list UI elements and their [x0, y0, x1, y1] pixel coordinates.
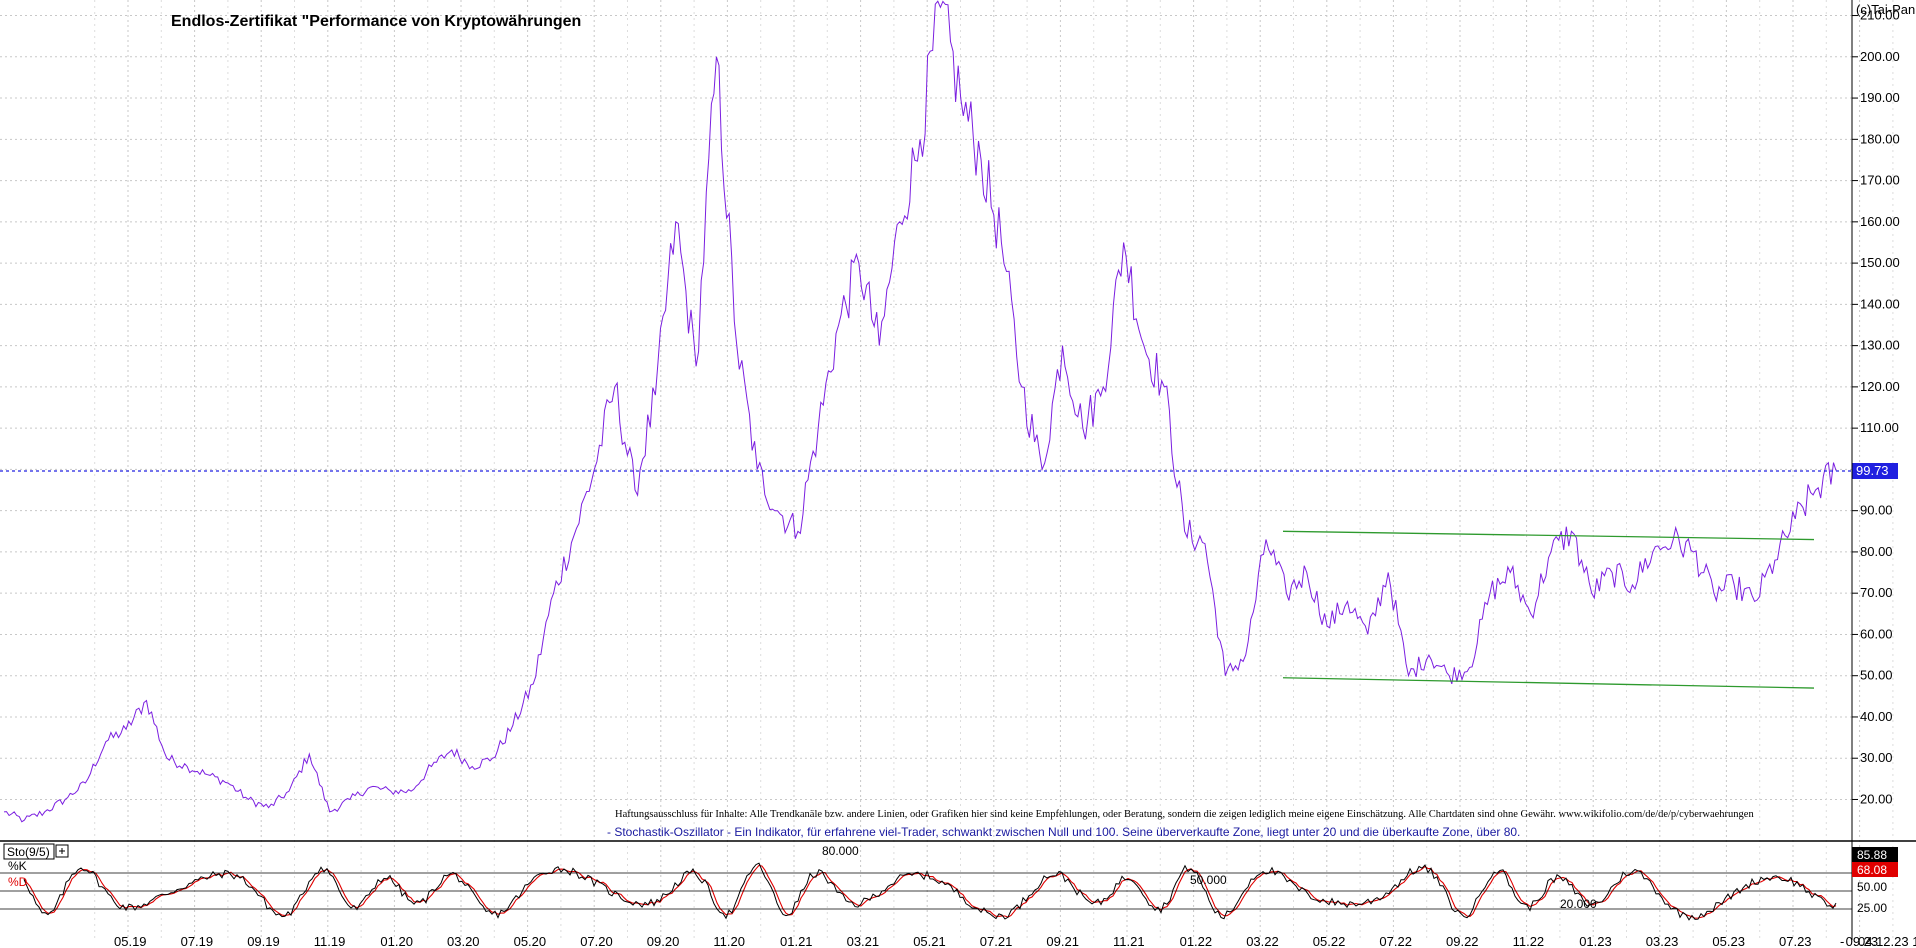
- y-tick-label: 110.00: [1860, 420, 1899, 435]
- x-tick-label: 11.21: [1113, 934, 1145, 948]
- x-tick-label: 01.22: [1180, 934, 1213, 948]
- stochastic-legend-box: [3, 843, 55, 860]
- current-value-box: [1852, 463, 1898, 479]
- x-tick-label: 01.21: [780, 934, 813, 948]
- x-tick-label: 07.22: [1379, 934, 1412, 948]
- k-value-box: [1852, 847, 1898, 862]
- price-line: [3, 0, 1837, 823]
- x-axis: 05.19 07.19 09.19 11.19 01.20 03.20 05.20 07.20…: [114, 934, 1916, 948]
- d-value-label: 68.08: [1857, 863, 1887, 877]
- y-tick-label: 90.00: [1860, 503, 1893, 518]
- x-tick-label: 11.22: [1513, 934, 1545, 948]
- trendline-layer: [1282, 530, 1815, 689]
- stoch-level-label: 20.000: [1560, 897, 1597, 911]
- x-tick-label: 09.19: [247, 934, 280, 948]
- legend-k: %K: [8, 859, 27, 873]
- trendline: [1282, 530, 1815, 541]
- x-tick-label: 03.21: [847, 934, 880, 948]
- y-tick-label: 150.00: [1860, 255, 1900, 270]
- y-tick-label: 210.00: [1860, 8, 1900, 23]
- x-tick-label: 05.22: [1313, 934, 1346, 948]
- d-value-box: [1852, 862, 1898, 877]
- y-tick-label: 70.00: [1860, 585, 1893, 600]
- disclaimer-text: Haftungsausschluss für Inhalte: Alle Tre…: [615, 809, 1754, 820]
- x-tick-label: 09.22: [1446, 934, 1479, 948]
- x-tick-label: 11.19: [314, 934, 346, 948]
- x-tick-label: 07.19: [181, 934, 214, 948]
- stoch-level-label: 80.000: [822, 844, 859, 858]
- x-tick-label: 01.23: [1579, 934, 1612, 948]
- x-tick-label: 01.20: [380, 934, 413, 948]
- y-tick-label: 190.00: [1860, 90, 1900, 105]
- x-tick-label: 07.20: [580, 934, 613, 948]
- y-tick-label: 30.00: [1860, 750, 1893, 765]
- x-tick-label: 07.21: [980, 934, 1013, 948]
- y-tick-label: 50.00: [1860, 668, 1893, 683]
- x-tick-label: 11.23: [1912, 934, 1916, 948]
- chart-title: Endlos-Zertifikat "Performance von Krypt…: [171, 13, 581, 30]
- y-tick-label: 130.00: [1860, 338, 1900, 353]
- y-tick-label: 40.00: [1860, 709, 1893, 724]
- y-tick-label: 160.00: [1860, 214, 1900, 229]
- stochastic-levels: 80.000 50.000 20.000: [0, 844, 1852, 911]
- y-tick-label: 140.00: [1860, 296, 1900, 311]
- x-tick-label: 05.23: [1712, 934, 1745, 948]
- x-tick-label: 03.20: [447, 934, 480, 948]
- y-tick-label: 120.00: [1860, 379, 1900, 394]
- price-layer: [3, 0, 1837, 823]
- x-tick-label: 09.21: [1046, 934, 1079, 948]
- y-tick-label: 80.00: [1860, 544, 1893, 559]
- x-tick-label: 05.21: [913, 934, 946, 948]
- x-tick-label: 09.20: [647, 934, 680, 948]
- stoch-level-label: 50.000: [1190, 873, 1227, 887]
- x-tick-label: 07.23: [1779, 934, 1812, 948]
- x-tick-label: 03.23: [1646, 934, 1679, 948]
- legend-d: %D: [8, 875, 28, 889]
- y-axis: 20.00 30.00 40.00 50.00 60.00 70.00 80.00 90.00…: [1852, 8, 1900, 806]
- last-date-label: 04.12.23: [1858, 934, 1909, 948]
- stoch-tick-50: 50.00: [1857, 880, 1887, 894]
- y-tick-label: 60.00: [1860, 626, 1893, 641]
- copyright-label: (c)Tai-Pan: [1856, 2, 1915, 17]
- stoch-k-line: [23, 862, 1837, 921]
- y-tick-label: 180.00: [1860, 131, 1900, 146]
- x-tick-label: 05.20: [514, 934, 547, 948]
- x-tick-label: 11.20: [713, 934, 745, 948]
- x-tick-label: 03.22: [1246, 934, 1279, 948]
- y-tick-label: 170.00: [1860, 173, 1900, 188]
- stochastic-title: Sto(9/5): [7, 845, 50, 859]
- x-tick-label: 05.19: [114, 934, 147, 948]
- x-tick-label: 09.23: [1846, 934, 1879, 948]
- y-tick-label: 200.00: [1860, 49, 1900, 64]
- stoch-tick-25: 25.00: [1857, 901, 1887, 915]
- trendline: [1282, 677, 1815, 689]
- x-axis-dash: -: [1840, 934, 1844, 948]
- k-value-label: 85.88: [1857, 848, 1887, 862]
- stochastic-layer: [23, 862, 1837, 921]
- y-tick-label: 20.00: [1860, 791, 1893, 806]
- current-value-label: 99.73: [1856, 463, 1889, 478]
- indicator-info-text: - Stochastik-Oszillator - Ein Indikator,…: [607, 825, 1520, 839]
